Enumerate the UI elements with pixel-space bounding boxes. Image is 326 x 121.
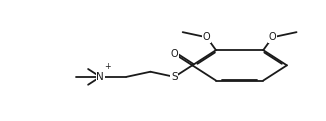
Text: O: O bbox=[203, 32, 211, 42]
Text: O: O bbox=[170, 49, 178, 59]
Text: N: N bbox=[96, 72, 104, 82]
Text: +: + bbox=[105, 62, 111, 71]
Text: S: S bbox=[171, 72, 178, 82]
Text: O: O bbox=[269, 32, 276, 42]
